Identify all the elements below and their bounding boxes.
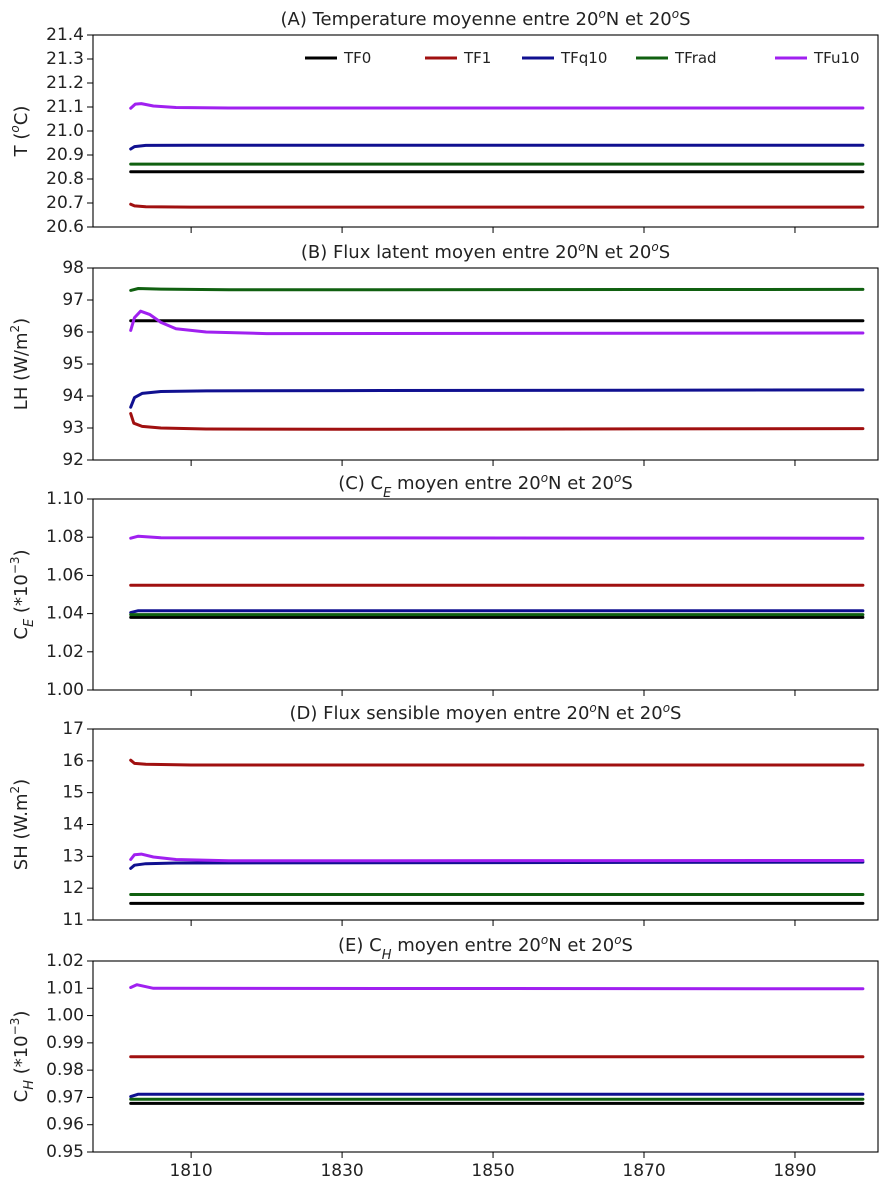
panel-b: (B) Flux latent moyen entre 20oN et 20oS… (8, 240, 879, 470)
series-line-tfq10 (129, 1092, 865, 1099)
legend-label: TFu10 (813, 49, 860, 67)
y-tick-label: 94 (62, 386, 84, 406)
y-tick-label: 15 (62, 783, 84, 803)
y-axis-label: CE (*10−3) (8, 549, 38, 639)
y-tick-label: 12 (62, 878, 84, 898)
legend-label: TFq10 (560, 49, 607, 67)
y-tick-label: 96 (62, 322, 84, 342)
y-axis-label: SH (W.m2) (8, 779, 33, 870)
y-tick-label: 1.04 (46, 604, 84, 624)
y-tick-label: 1.08 (46, 527, 84, 547)
x-tick-label: 1870 (622, 1161, 665, 1181)
y-tick-label: 14 (62, 815, 84, 835)
y-tick-label: 0.96 (46, 1115, 84, 1135)
series-line-tfq10 (129, 609, 865, 615)
series-line-tfu10 (129, 983, 865, 991)
legend: TF0 TF1 TFq10 TFrad TFu10 (305, 49, 860, 67)
legend-label: TF0 (343, 49, 371, 67)
y-tick-label: 92 (62, 450, 84, 470)
y-tick-label: 21.0 (46, 121, 84, 141)
panel-a: (A) Temperature moyenne entre 20oN et 20… (8, 7, 879, 237)
y-tick-label: 1.10 (46, 489, 84, 509)
series-line-tfq10 (129, 860, 865, 870)
y-axis-label: CH (*10−3) (8, 1011, 38, 1103)
y-tick-label: 17 (62, 719, 84, 739)
y-tick-label: 95 (62, 354, 84, 374)
y-tick-label: 11 (62, 910, 84, 930)
y-tick-label: 21.1 (46, 97, 84, 117)
y-tick-label: 16 (62, 751, 84, 771)
y-tick-label: 21.4 (46, 25, 84, 45)
series-line-tfu10 (129, 852, 865, 863)
plot-frame (92, 34, 879, 228)
y-tick-label: 93 (62, 418, 84, 438)
panel-c: (C) CE moyen entre 20oN et 20oS CE (*10−3… (8, 471, 879, 700)
y-tick-label: 13 (62, 846, 84, 866)
y-tick-label: 97 (62, 290, 84, 310)
panel-title: (D) Flux sensible moyen entre 20oN et 20… (290, 701, 682, 724)
y-tick-label: 0.98 (46, 1060, 84, 1080)
y-tick-label: 1.06 (46, 565, 84, 585)
y-tick-label: 21.2 (46, 73, 84, 93)
y-tick-label: 98 (62, 258, 84, 278)
y-tick-label: 21.3 (46, 49, 84, 69)
panel-title: (A) Temperature moyenne entre 20oN et 20… (280, 7, 690, 30)
x-tick-label: 1830 (320, 1161, 363, 1181)
series-line-tfu10 (129, 309, 865, 336)
y-tick-label: 0.97 (46, 1087, 84, 1107)
series-line-tf1 (129, 202, 865, 209)
x-tick-label: 1810 (169, 1161, 212, 1181)
x-tick-label: 1850 (471, 1161, 514, 1181)
y-tick-label: 0.99 (46, 1033, 84, 1053)
series-line-tf1 (129, 412, 865, 431)
panel-title: (E) CH moyen entre 20oN et 20oS (338, 933, 633, 963)
panel-d: (D) Flux sensible moyen entre 20oN et 20… (8, 701, 879, 930)
legend-label: TFrad (674, 49, 717, 67)
panel-title: (B) Flux latent moyen entre 20oN et 20oS (301, 240, 670, 263)
series-line-tf1 (129, 758, 865, 767)
series-line-tfu10 (129, 102, 865, 110)
y-tick-label: 20.6 (46, 217, 84, 237)
y-tick-label: 1.00 (46, 680, 84, 700)
legend-label: TF1 (463, 49, 491, 67)
y-axis-label: LH (W/m2) (8, 318, 33, 410)
plot-frame (92, 267, 879, 461)
series-line-tfrad (129, 287, 865, 292)
panel-title: (C) CE moyen entre 20oN et 20oS (338, 471, 633, 501)
plot-frame (92, 728, 879, 921)
y-axis-label: T (oC) (8, 106, 33, 158)
y-tick-label: 20.8 (46, 169, 84, 189)
y-tick-label: 1.02 (46, 642, 84, 662)
series-line-tfu10 (129, 534, 865, 540)
series-line-tfq10 (129, 388, 865, 409)
y-tick-label: 0.95 (46, 1142, 84, 1162)
x-tick-label: 1890 (773, 1161, 816, 1181)
y-tick-label: 20.9 (46, 145, 84, 165)
plot-frame (92, 960, 879, 1153)
series-line-tfq10 (129, 143, 865, 151)
y-tick-label: 1.02 (46, 951, 84, 971)
y-tick-label: 1.00 (46, 1006, 84, 1026)
y-tick-label: 20.7 (46, 193, 84, 213)
plot-frame (92, 498, 879, 691)
panel-e: (E) CH moyen entre 20oN et 20oS CH (*10−3… (8, 933, 879, 1181)
y-tick-label: 1.01 (46, 978, 84, 998)
